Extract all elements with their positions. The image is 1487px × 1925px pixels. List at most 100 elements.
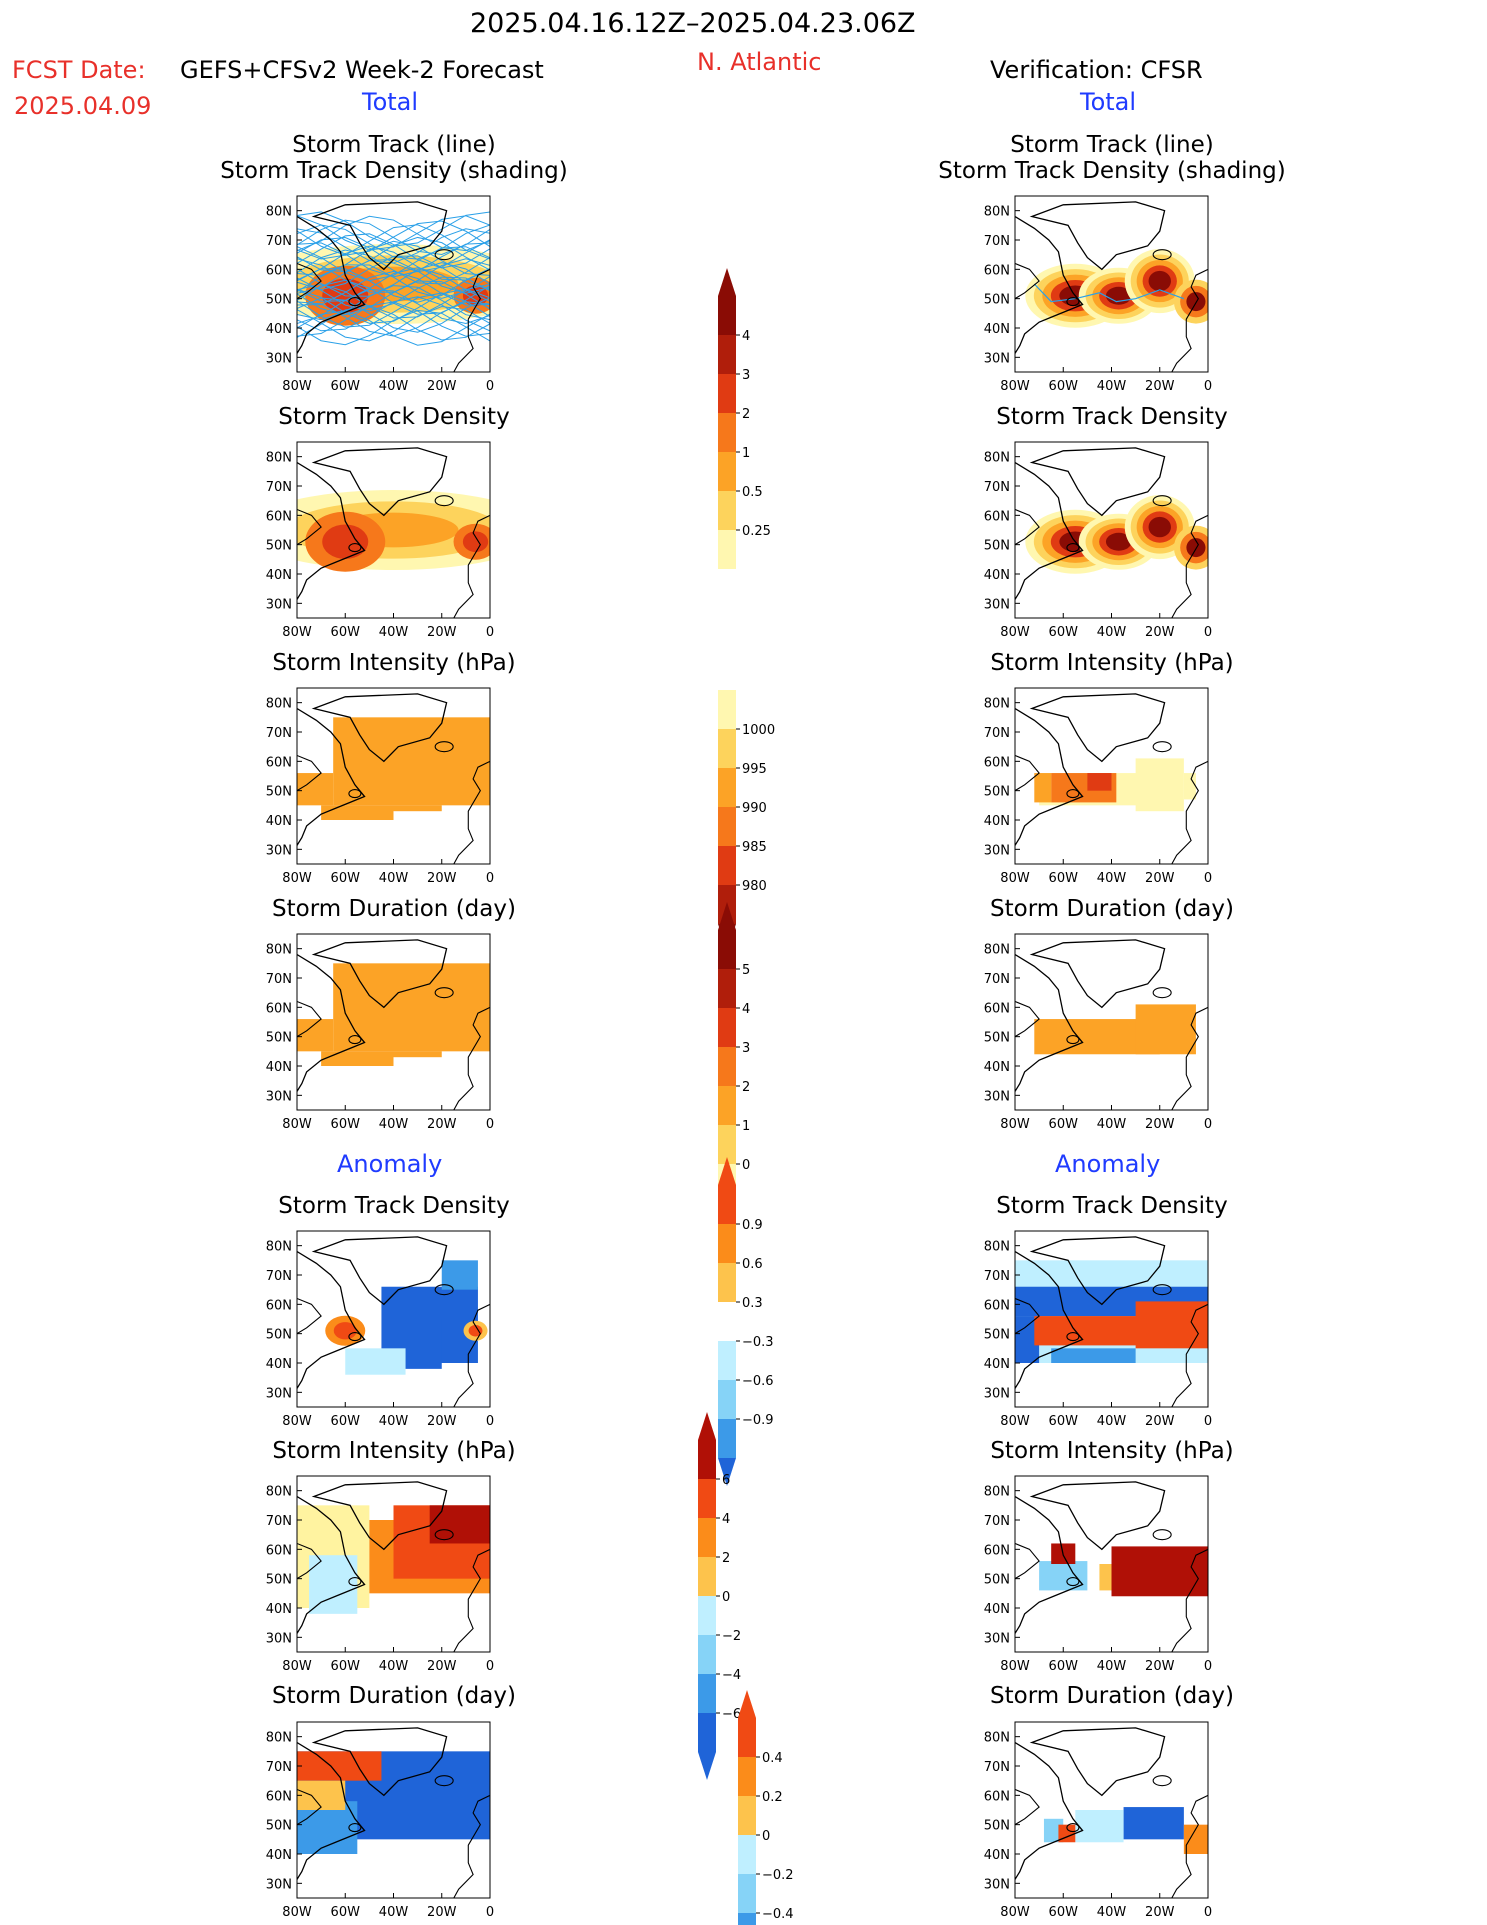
density-contour [333,1322,357,1340]
colorbar-segment [698,1440,716,1479]
colorbar-segment [718,1224,736,1263]
lon-tick-label: 80W [1000,871,1030,886]
greenland-coastline [311,1481,448,1551]
lat-tick-label: 50N [984,1328,1010,1343]
north-america-coastline [297,953,366,1093]
lat-tick-label: 50N [984,785,1010,800]
colorbar-label: −4 [722,1668,741,1683]
newfoundland-coastline [1066,789,1080,799]
lat-tick-label: 30N [266,597,292,612]
colorbar-segment [738,1913,756,1925]
lon-tick-label: 60W [331,871,361,886]
greenland-coastline [311,939,448,1009]
lat-tick-label: 30N [984,1386,1010,1401]
lat-tick-label: 60N [984,1789,1010,1804]
lat-tick-label: 60N [984,755,1010,770]
iceland-coastline [1152,987,1172,999]
lat-tick-label: 70N [984,480,1010,495]
colorbar-segment [718,1086,736,1125]
colorbar-segment [718,1125,736,1164]
lon-tick-label: 0 [486,379,494,394]
title-r-density: Storm Track Density [996,404,1228,430]
storm-track-line [297,270,490,306]
map-int-R: 80N 70N 60N 50N 40N 30N 80W 60W 40W 20W 0 [984,687,1212,886]
colorbar-segment [738,1718,756,1757]
lon-tick-label: 0 [486,1414,494,1429]
right-anomaly-label: Anomaly [1055,1150,1161,1178]
storm-track-line [297,280,490,316]
lat-tick-label: 50N [984,1819,1010,1834]
lat-tick-label: 50N [266,293,292,308]
colorbar-label: 1 [742,446,750,461]
greenland-coastline [1029,1236,1166,1306]
colorbar-top-arrow [698,1412,716,1440]
lon-tick-label: 20W [1145,379,1175,394]
grid-cell [345,1348,406,1375]
lat-tick-label: 70N [266,1760,292,1775]
title-r-anom-intensity: Storm Intensity (hPa) [990,1438,1234,1464]
colorbar-segment [698,1479,716,1518]
colorbar-segment [718,335,736,374]
colorbar-segment [738,1796,756,1835]
lat-tick-label: 30N [266,351,292,366]
lon-tick-label: 20W [1145,871,1175,886]
lat-tick-label: 40N [984,1357,1010,1372]
lon-tick-label: 20W [427,625,457,640]
lon-tick-label: 60W [331,1414,361,1429]
lat-tick-label: 50N [984,1573,1010,1588]
north-america-coastline [297,461,366,601]
grid-cell [297,1780,346,1810]
lon-tick-label: 40W [379,1117,409,1132]
lat-tick-label: 70N [266,234,292,249]
lon-tick-label: 0 [486,871,494,886]
lat-tick-label: 80N [266,1240,292,1255]
iceland-coastline [1152,1775,1172,1787]
europe-africa-coastline [453,514,490,618]
hudson-bay-coastline [297,754,322,792]
lat-tick-label: 30N [266,1386,292,1401]
map-adens-L: 80N 70N 60N 50N 40N 30N 80W 60W 40W 20W 0 [266,1230,494,1429]
title-l-anom-duration: Storm Duration (day) [272,1683,516,1709]
fcst-model: GEFS+CFSv2 Week-2 Forecast [180,56,544,84]
north-america-coastline [297,1495,366,1635]
iceland-coastline [434,1529,454,1541]
lat-tick-label: 40N [984,322,1010,337]
right-total-label: Total [1080,88,1137,116]
colorbar-segment [718,491,736,530]
colorbar-segment [698,1557,716,1596]
lat-tick-label: 40N [266,1848,292,1863]
north-america-coastline [1015,215,1084,355]
lat-tick-label: 80N [266,1485,292,1500]
grid-cell [1058,1824,1076,1843]
europe-africa-coastline [1171,760,1208,864]
greenland-coastline [311,1236,448,1306]
europe-africa-coastline [453,760,490,864]
density-contour [1148,516,1171,538]
title-l-track-shading: Storm Track Density (shading) [220,158,568,184]
lon-tick-label: 20W [1145,1117,1175,1132]
map-track-L: 80N 70N 60N 50N 40N 30N 80W 60W 40W 20W 0 [266,195,494,394]
colorbar-segment [698,1596,716,1635]
lat-tick-label: 30N [266,1089,292,1104]
lat-tick-label: 40N [984,1602,1010,1617]
grid-cell [1123,1807,1184,1840]
colorbar-segment [718,1419,736,1458]
lon-tick-label: 40W [1097,1659,1127,1674]
title-l-anom-intensity: Storm Intensity (hPa) [272,1438,516,1464]
lon-tick-label: 20W [1145,1659,1175,1674]
lon-tick-label: 40W [379,625,409,640]
lat-tick-label: 40N [984,814,1010,829]
map-dur-R: 80N 70N 60N 50N 40N 30N 80W 60W 40W 20W 0 [984,933,1212,1132]
lat-tick-label: 40N [266,568,292,583]
lat-tick-label: 30N [984,351,1010,366]
lon-tick-label: 40W [1097,1905,1127,1920]
title-l-density: Storm Track Density [278,404,510,430]
lon-tick-label: 20W [427,1414,457,1429]
colorbar-segment [718,768,736,807]
lon-tick-label: 0 [1204,379,1212,394]
title-l-track-line: Storm Track (line) [292,132,496,158]
lon-tick-label: 20W [427,1117,457,1132]
newfoundland-coastline [1066,1332,1080,1342]
colorbar-segment [698,1518,716,1557]
north-america-coastline [1015,1741,1084,1881]
